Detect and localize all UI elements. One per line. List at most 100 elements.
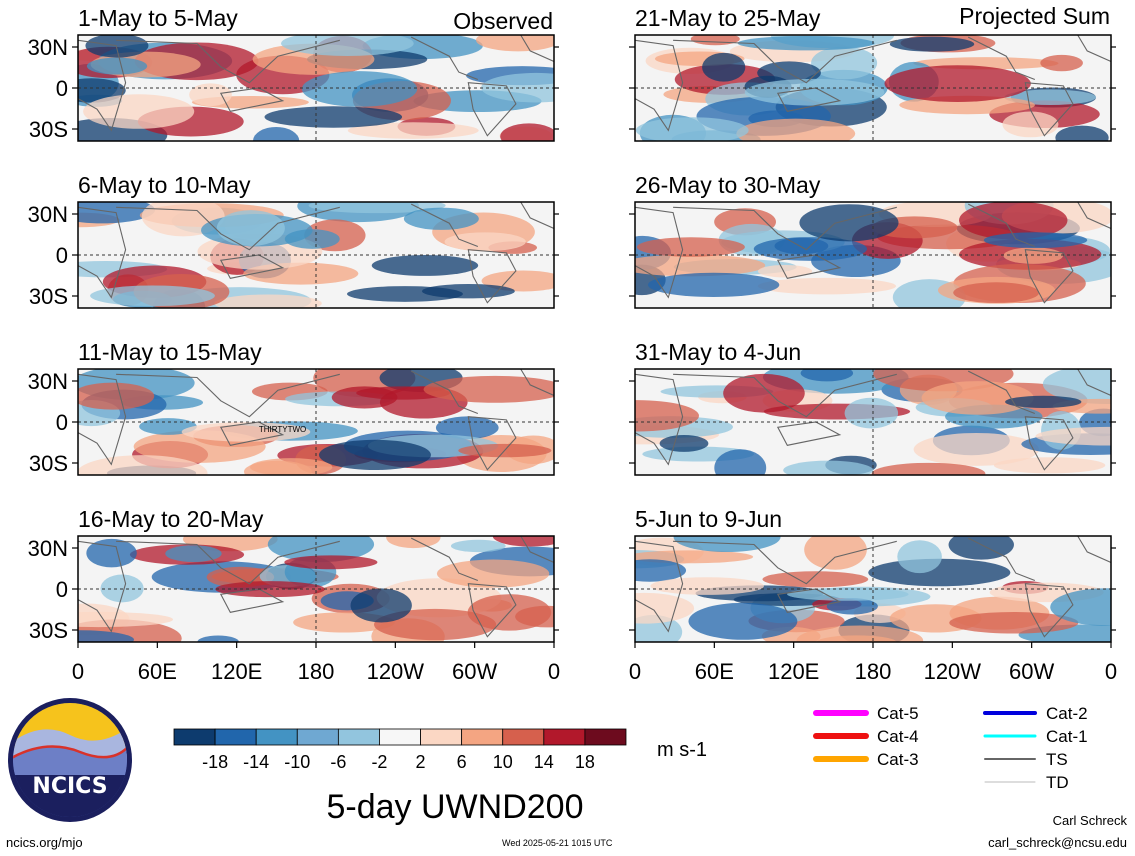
wind-field	[635, 202, 1111, 308]
colorbar-swatch	[420, 728, 463, 746]
colorbar-tick-label: -2	[371, 752, 387, 772]
colorbar-tick-label: -6	[330, 752, 346, 772]
projected-label: Projected Sum	[959, 3, 1110, 29]
lat-tick-label: 0	[56, 410, 68, 435]
lon-tick-label: 0	[629, 659, 641, 684]
coastlines	[635, 369, 1111, 471]
colorbar-tick-label: 6	[457, 752, 467, 772]
panel-period: 16-May to 20-May	[78, 506, 264, 532]
map-panels: 1-May to 5-May 6-May to 10-May 11-May to 1…	[77, 5, 1112, 643]
wind-field	[78, 202, 554, 308]
wind-field	[78, 369, 554, 475]
colorbar-swatch	[584, 728, 627, 746]
footer-email[interactable]: carl_schreck@ncsu.edu	[988, 835, 1127, 850]
lon-tick-label: 180	[855, 659, 892, 684]
panel-period: 5-Jun to 9-Jun	[635, 506, 782, 532]
coastlines	[635, 202, 1111, 304]
map-panel: 26-May to 30-May	[634, 172, 1112, 309]
legend-label: TS	[1046, 750, 1068, 769]
lat-tick-label: 30N	[28, 202, 68, 227]
lat-tick-label: 30N	[28, 35, 68, 60]
lon-tick-label: 60W	[1009, 659, 1054, 684]
coastlines	[78, 536, 554, 638]
lon-tick-label: 120E	[211, 659, 262, 684]
wind-field	[635, 35, 1111, 141]
wind-field	[78, 536, 554, 642]
colorbar-tick-label: -10	[284, 752, 310, 772]
footer-timestamp: Wed 2025-05-21 1015 UTC	[502, 838, 613, 848]
legend-label: Cat-1	[1046, 727, 1088, 746]
colorbar: -18 -14 -10 -6 -2 2 6 10 14 18	[173, 728, 627, 772]
lat-tick-label: 0	[56, 577, 68, 602]
map-panel: 11-May to 15-May THIRTYTWO	[77, 339, 555, 476]
lat-tick-label: 0	[56, 76, 68, 101]
lat-tick-label: 30N	[28, 536, 68, 561]
lat-tick-label: 30S	[29, 451, 68, 476]
colorbar-swatch	[502, 728, 545, 746]
coastlines	[78, 35, 554, 137]
lon-tick-label: 60E	[695, 659, 734, 684]
figure-title: 5-day UWND200	[327, 788, 584, 826]
lon-tick-label: 0	[548, 659, 560, 684]
map-panel: 31-May to 4-Jun	[634, 339, 1112, 476]
colorbar-swatch	[379, 728, 421, 746]
colorbar-swatch	[173, 728, 216, 746]
colorbar-tick-label: 14	[534, 752, 554, 772]
map-panel: 21-May to 25-May	[634, 5, 1112, 142]
wind-field	[635, 369, 1111, 475]
colorbar-tick-label: -14	[243, 752, 269, 772]
map-panel: 6-May to 10-May	[77, 172, 555, 309]
ncics-logo: NCICS	[8, 698, 132, 822]
footer-url[interactable]: ncics.org/mjo	[6, 835, 83, 850]
footer-author: Carl Schreck	[1052, 813, 1127, 828]
lat-tick-label: 30N	[28, 369, 68, 394]
lon-tick-label: 180	[298, 659, 335, 684]
panel-period: 6-May to 10-May	[78, 172, 251, 198]
legend-label: Cat-4	[877, 727, 919, 746]
panel-period: 11-May to 15-May	[78, 339, 262, 365]
lon-tick-label: 120W	[924, 659, 982, 684]
colorbar-swatch	[337, 728, 380, 746]
colorbar-unit: m s-1	[657, 739, 707, 761]
colorbar-swatch	[214, 728, 257, 746]
legend-label: TD	[1046, 773, 1069, 792]
lat-tick-label: 0	[56, 243, 68, 268]
logo-text: NCICS	[32, 774, 107, 799]
colorbar-swatch	[296, 728, 339, 746]
lon-tick-label: 120W	[367, 659, 425, 684]
colorbar-tick-label: 2	[416, 752, 426, 772]
legend-label: Cat-3	[877, 750, 919, 769]
colorbar-tick-label: 18	[575, 752, 595, 772]
lon-tick-label: 120E	[768, 659, 819, 684]
lat-tick-label: 30S	[29, 618, 68, 643]
legend-label: Cat-2	[1046, 704, 1088, 723]
track-legend: Cat-5 Cat-4 Cat-3 Cat-2 Cat-1 TS TD	[813, 704, 1088, 792]
panel-period: 31-May to 4-Jun	[635, 339, 801, 365]
map-panel: 16-May to 20-May	[77, 506, 555, 643]
storm-label: THIRTYTWO	[259, 425, 306, 434]
map-panel: 1-May to 5-May	[77, 5, 555, 142]
coastlines	[78, 202, 554, 304]
lon-tick-label: 0	[72, 659, 84, 684]
coastlines	[635, 35, 1111, 137]
colorbar-swatch	[461, 728, 504, 746]
wind-field	[78, 35, 554, 141]
coastlines	[78, 369, 554, 471]
legend-label: Cat-5	[877, 704, 919, 723]
colorbar-swatch	[255, 728, 298, 746]
panel-period: 21-May to 25-May	[635, 5, 821, 31]
lon-tick-label: 0	[1105, 659, 1117, 684]
coastlines	[635, 536, 1111, 638]
panel-period: 26-May to 30-May	[635, 172, 821, 198]
lon-tick-label: 60E	[138, 659, 177, 684]
panel-period: 1-May to 5-May	[78, 5, 238, 31]
lon-tick-label: 60W	[452, 659, 497, 684]
colorbar-tick-label: 10	[493, 752, 513, 772]
wind-field	[635, 536, 1111, 642]
map-panel: 5-Jun to 9-Jun	[634, 506, 1112, 643]
lat-tick-label: 30S	[29, 284, 68, 309]
colorbar-tick-label: -18	[202, 752, 228, 772]
lat-tick-label: 30S	[29, 117, 68, 142]
